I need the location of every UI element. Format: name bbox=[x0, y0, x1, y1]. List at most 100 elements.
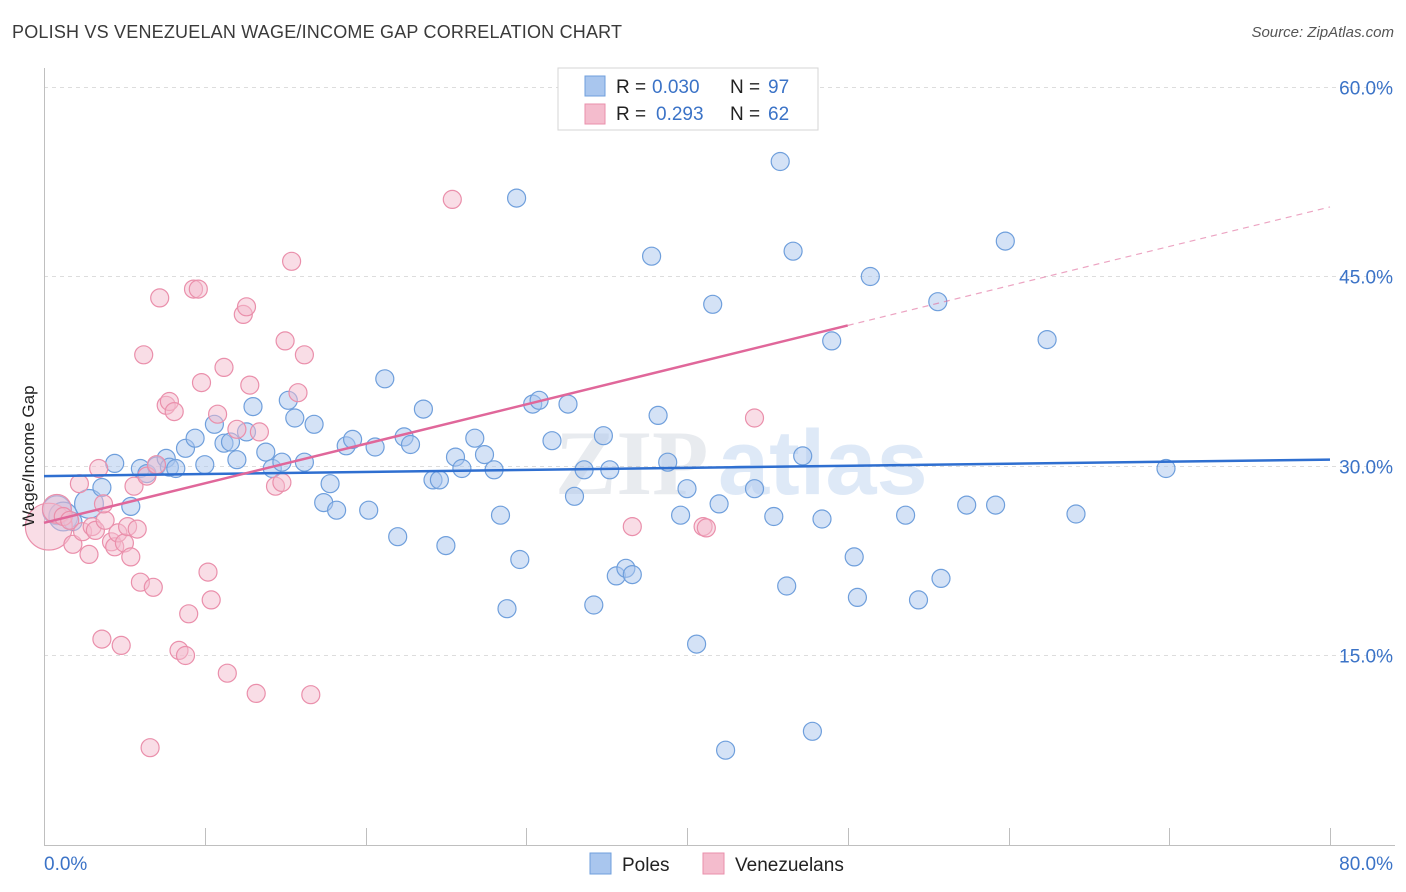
poles-point-64 bbox=[622, 564, 642, 585]
venezuelans-point-20 bbox=[124, 476, 144, 496]
poles-point-65 bbox=[641, 246, 662, 266]
venezuelans-point-41 bbox=[214, 357, 234, 377]
venezuelans-point-25 bbox=[140, 738, 160, 758]
poles-point-71 bbox=[703, 294, 723, 314]
poles-point-33 bbox=[343, 429, 363, 449]
poles-point-79 bbox=[793, 446, 813, 466]
venezuelans-point-23 bbox=[134, 345, 154, 365]
venezuelans-point-39 bbox=[201, 590, 221, 610]
y-tick-label-0: 60.0% bbox=[1339, 79, 1393, 100]
y-tick-label-3: 15.0% bbox=[1339, 647, 1393, 668]
poles-point-80 bbox=[802, 721, 823, 741]
venezuelans-point-40 bbox=[208, 404, 228, 424]
legend-n-value-poles: 97 bbox=[768, 77, 789, 98]
venezuelans-point-42 bbox=[217, 663, 237, 683]
venezuelans-point-43 bbox=[227, 419, 247, 439]
poles-point-5 bbox=[105, 453, 125, 473]
poles-point-60 bbox=[593, 426, 614, 446]
trend-lines bbox=[43, 206, 1331, 525]
venezuelans-point-5 bbox=[69, 474, 90, 494]
series-venezuelans bbox=[24, 189, 765, 758]
poles-point-90 bbox=[957, 495, 977, 515]
y-tick-label-2: 30.0% bbox=[1339, 458, 1393, 479]
source-label: Source: ZipAtlas.com bbox=[1251, 24, 1394, 41]
bottom-legend-swatch-venezuelans bbox=[702, 852, 725, 875]
poles-point-50 bbox=[497, 599, 517, 619]
venezuelans-point-10 bbox=[89, 458, 109, 479]
poles-point-21 bbox=[243, 397, 263, 417]
poles-point-84 bbox=[847, 587, 868, 608]
poles-point-85 bbox=[860, 266, 880, 287]
x-ticks bbox=[205, 828, 1331, 845]
venezuelans-point-4 bbox=[63, 534, 83, 554]
venezuelans-point-16 bbox=[111, 635, 131, 656]
venezuelans-point-46 bbox=[240, 375, 260, 395]
poles-point-68 bbox=[670, 505, 691, 525]
venezuelans-point-7 bbox=[79, 544, 99, 565]
poles-point-72 bbox=[709, 494, 729, 514]
venezuelans-point-53 bbox=[288, 383, 308, 403]
bottom-legend-label-venezuelans: Venezuelans bbox=[735, 855, 844, 876]
venezuelans-point-45 bbox=[236, 297, 257, 317]
venezuelans-point-59 bbox=[744, 408, 765, 428]
poles-point-89 bbox=[931, 568, 951, 589]
trend-line-venezuelans-dashed bbox=[847, 206, 1331, 327]
poles-point-83 bbox=[844, 547, 864, 567]
poles-point-43 bbox=[436, 535, 456, 556]
poles-point-57 bbox=[564, 486, 585, 506]
watermark-atlas: atlas bbox=[718, 412, 928, 514]
poles-point-15 bbox=[195, 455, 215, 475]
poles-point-37 bbox=[388, 527, 408, 547]
poles-point-75 bbox=[764, 506, 784, 527]
poles-point-55 bbox=[542, 431, 562, 451]
poles-point-91 bbox=[985, 495, 1006, 515]
poles-point-92 bbox=[995, 231, 1015, 251]
venezuelans-point-27 bbox=[146, 455, 167, 475]
venezuelans-point-47 bbox=[246, 683, 266, 704]
trend-line-poles bbox=[43, 458, 1331, 478]
bottom-legend-label-poles: Poles bbox=[622, 855, 670, 876]
gridlines bbox=[44, 87, 1395, 656]
poles-point-28 bbox=[304, 414, 324, 434]
x-tick-label-max: 80.0% bbox=[1339, 854, 1393, 875]
poles-point-76 bbox=[770, 151, 790, 172]
poles-point-93 bbox=[1037, 330, 1057, 350]
venezuelans-point-56 bbox=[442, 189, 462, 209]
poles-point-69 bbox=[677, 479, 697, 499]
venezuelans-point-57 bbox=[622, 516, 642, 537]
poles-point-39 bbox=[400, 434, 421, 455]
poles-point-78 bbox=[783, 241, 803, 261]
poles-point-74 bbox=[744, 479, 765, 499]
poles-point-49 bbox=[490, 505, 511, 525]
poles-point-95 bbox=[1156, 458, 1176, 479]
y-tick-label-1: 45.0% bbox=[1339, 268, 1393, 289]
venezuelans-point-48 bbox=[249, 422, 269, 442]
venezuelans-point-52 bbox=[282, 251, 302, 271]
poles-point-36 bbox=[375, 369, 395, 389]
x-tick-label-min: 0.0% bbox=[44, 854, 87, 875]
venezuelans-point-55 bbox=[301, 685, 321, 705]
poles-point-42 bbox=[429, 470, 449, 490]
venezuelans-point-19 bbox=[121, 547, 141, 567]
venezuelans-point-34 bbox=[179, 604, 199, 624]
venezuelans-point-54 bbox=[294, 345, 314, 365]
poles-point-45 bbox=[452, 458, 472, 479]
poles-point-40 bbox=[413, 399, 433, 419]
venezuelans-point-60 bbox=[696, 518, 716, 538]
venezuelans-point-51 bbox=[275, 331, 295, 351]
venezuelans-point-26 bbox=[143, 577, 163, 597]
poles-point-14 bbox=[185, 428, 205, 448]
poles-point-31 bbox=[327, 500, 347, 520]
poles-point-67 bbox=[658, 452, 678, 472]
legend-r-label-venezuelans: R = bbox=[616, 104, 646, 125]
poles-point-26 bbox=[285, 408, 305, 428]
poles-point-4 bbox=[92, 477, 112, 498]
poles-point-86 bbox=[895, 505, 916, 525]
poles-point-51 bbox=[506, 188, 527, 208]
legend: R = 0.030 N = 97 R = 0.293 N = 62 bbox=[557, 67, 819, 131]
poles-point-30 bbox=[320, 474, 340, 494]
poles-point-81 bbox=[812, 509, 832, 529]
poles-point-19 bbox=[227, 450, 247, 470]
venezuelans-point-28 bbox=[150, 288, 170, 308]
